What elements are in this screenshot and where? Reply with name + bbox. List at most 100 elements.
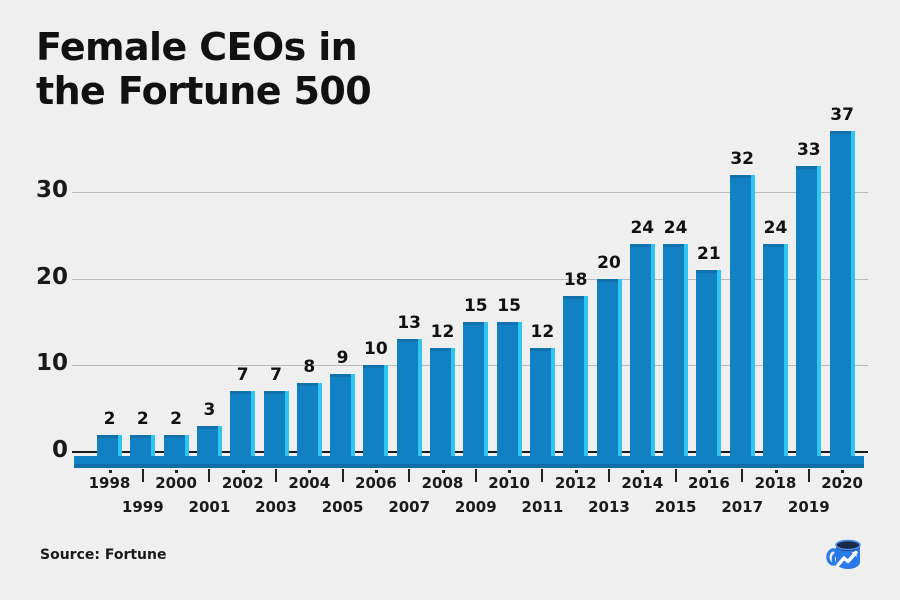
- x-axis-tick: [141, 469, 144, 482]
- x-axis-tick-dot: [774, 470, 778, 473]
- bar[interactable]: [97, 434, 122, 460]
- x-axis-year-label: 2016: [688, 474, 730, 492]
- x-axis-tick: [674, 469, 677, 482]
- bar-highlight-edge: [717, 269, 722, 460]
- x-axis-band: [74, 456, 864, 467]
- bar[interactable]: [629, 243, 655, 460]
- bar[interactable]: [663, 243, 689, 460]
- bar-value-label: 37: [830, 105, 854, 126]
- coffee-mug-chart-logo: [820, 530, 868, 578]
- x-axis-tick-dot: [374, 470, 378, 473]
- bar[interactable]: [696, 269, 722, 460]
- bar[interactable]: [396, 339, 422, 460]
- bar-top-shade: [496, 321, 522, 325]
- bar-highlight-edge: [417, 339, 422, 460]
- bar[interactable]: [496, 321, 522, 460]
- bar[interactable]: [430, 347, 455, 460]
- bar[interactable]: [763, 243, 788, 460]
- bar-top-shade: [97, 434, 122, 438]
- x-axis-year-label: 2015: [654, 498, 697, 516]
- x-axis-tick: [807, 469, 810, 482]
- bar[interactable]: [363, 365, 389, 460]
- x-axis-year-label: 2010: [488, 474, 530, 492]
- bar[interactable]: [463, 321, 489, 460]
- bar-value-label: 8: [303, 356, 316, 377]
- x-axis-tick: [741, 469, 744, 482]
- bar-highlight-edge: [617, 278, 622, 460]
- bar-top-shade: [430, 347, 455, 351]
- x-axis-year-label: 2012: [554, 474, 597, 492]
- x-axis-year-label: 1998: [88, 474, 131, 492]
- bar-top-shade: [196, 425, 222, 429]
- bar-top-shade: [263, 391, 289, 395]
- x-axis-tick-dot: [308, 470, 312, 473]
- y-axis-tick-label: 20: [35, 263, 68, 290]
- bar-highlight-edge: [451, 347, 455, 460]
- x-axis-tick-dot: [108, 470, 112, 473]
- bar-top-shade: [230, 391, 256, 395]
- bar[interactable]: [263, 391, 289, 460]
- bar-top-shade: [696, 269, 722, 273]
- bar-top-shade: [130, 434, 156, 438]
- x-axis-band-shadow: [74, 464, 864, 468]
- x-axis-year-label: 2003: [255, 498, 297, 516]
- bar[interactable]: [330, 373, 356, 460]
- bar-value-label: 33: [796, 139, 821, 160]
- bar[interactable]: [563, 295, 589, 460]
- bar[interactable]: [230, 391, 256, 460]
- x-axis-tick: [474, 469, 477, 482]
- bar-highlight-edge: [750, 174, 755, 460]
- bar-top-shade: [763, 243, 788, 247]
- bar-value-label: 12: [430, 321, 455, 342]
- x-axis-year-label: 2019: [787, 498, 830, 516]
- x-axis-tick-dot: [574, 470, 578, 473]
- x-axis-tick: [408, 469, 411, 482]
- bar[interactable]: [596, 278, 622, 460]
- bar-top-shade: [396, 339, 422, 343]
- bar-value-label: 7: [270, 365, 282, 386]
- x-axis-year-label: 2008: [421, 474, 464, 492]
- y-axis-tick-label: 30: [35, 176, 68, 203]
- bar-top-shade: [330, 373, 356, 377]
- x-axis-tick-dot: [241, 470, 245, 473]
- bar-highlight-edge: [118, 434, 122, 460]
- bar-highlight-edge: [684, 243, 689, 460]
- bar[interactable]: [196, 425, 222, 460]
- bar-value-label: 3: [203, 399, 216, 420]
- x-axis-year-label: 1999: [121, 498, 164, 516]
- bar-value-label: 15: [463, 295, 488, 316]
- bar-highlight-edge: [584, 295, 589, 460]
- x-axis-year-label: 2006: [355, 474, 397, 492]
- bar-value-label: 2: [170, 408, 183, 429]
- bar-highlight-edge: [184, 434, 189, 460]
- bar-value-label: 18: [563, 269, 588, 290]
- bar-highlight-edge: [251, 391, 256, 460]
- x-axis-tick-dot: [707, 470, 711, 473]
- bar[interactable]: [729, 174, 755, 460]
- bar-top-shade: [796, 165, 822, 169]
- x-axis-tick-dot: [441, 470, 445, 473]
- bar[interactable]: [529, 347, 555, 460]
- x-axis-year-label: 2013: [588, 498, 630, 516]
- x-axis-tick: [608, 469, 610, 482]
- bar[interactable]: [829, 131, 855, 460]
- bar[interactable]: [796, 165, 822, 460]
- x-axis-year-label: 2011: [521, 498, 564, 516]
- bar-value-label: 20: [597, 252, 621, 273]
- x-axis-year-label: 2000: [155, 474, 197, 492]
- y-axis-tick-label: 10: [35, 350, 68, 377]
- bar-top-shade: [729, 174, 755, 178]
- bar[interactable]: [296, 382, 322, 460]
- bar-value-label: 12: [530, 321, 555, 342]
- gridline-20: [72, 278, 868, 280]
- bar[interactable]: [163, 434, 189, 460]
- bar-highlight-edge: [517, 321, 522, 460]
- bar[interactable]: [130, 434, 156, 460]
- bar-highlight-edge: [650, 243, 655, 460]
- x-axis-year-label: 2002: [221, 474, 264, 492]
- x-axis-year-label: 2014: [621, 474, 664, 492]
- bar-top-shade: [563, 295, 589, 299]
- bar-highlight-edge: [850, 131, 855, 460]
